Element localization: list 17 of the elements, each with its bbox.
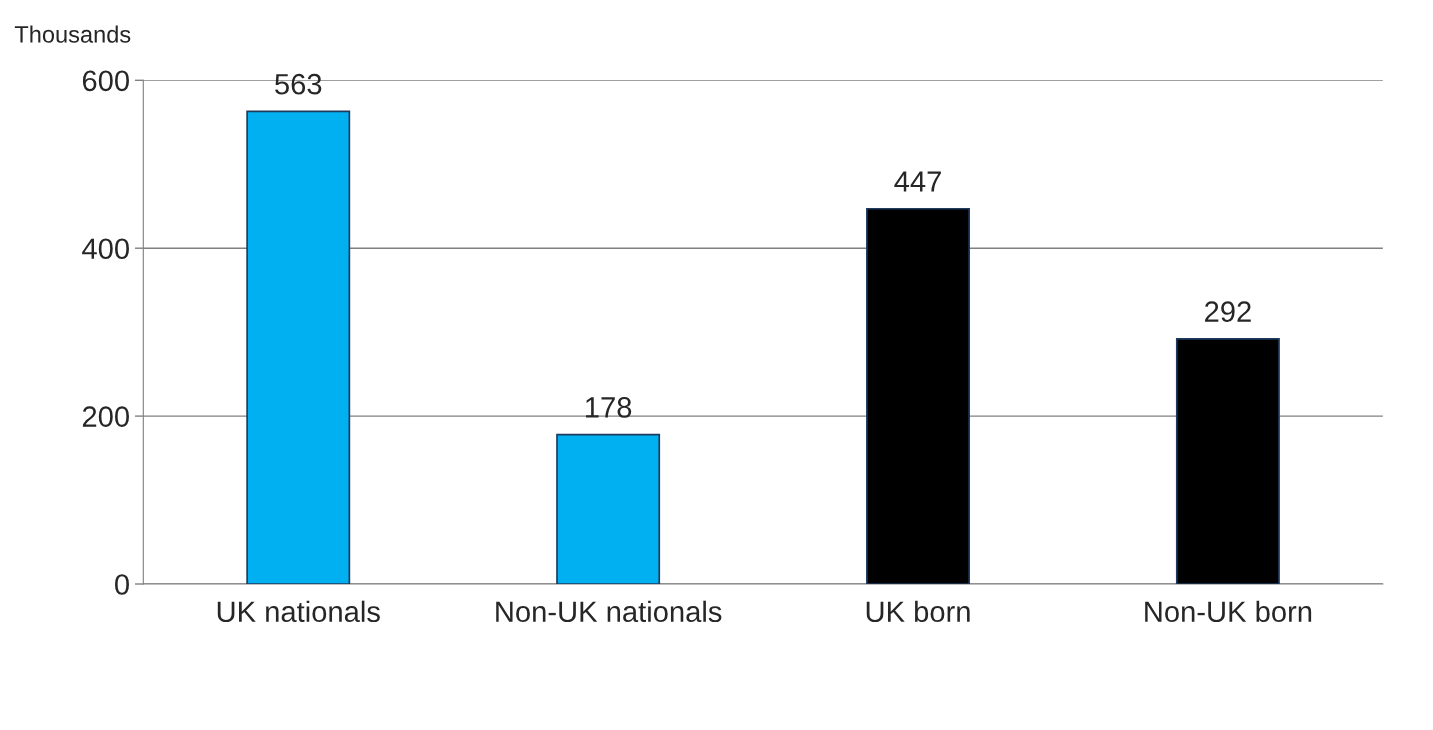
data-label: 563	[275, 73, 322, 95]
x-tick-label: Non-UK born	[1145, 600, 1312, 623]
y-tick-label: 200	[82, 406, 129, 427]
x-tick-label: UK born	[866, 600, 970, 623]
y-axis-title: Thousands	[14, 25, 131, 43]
data-label: 178	[586, 397, 632, 418]
data-label: 292	[1205, 301, 1251, 322]
data-label: 447	[894, 171, 941, 192]
x-tick-label: UK nationals	[217, 600, 380, 623]
bar	[246, 110, 351, 584]
y-tick-label: 0	[115, 574, 129, 595]
x-tick-label: Non-UK nationals	[496, 600, 722, 623]
bar	[556, 433, 661, 584]
y-tick-label: 600	[82, 70, 129, 92]
bar	[866, 207, 970, 584]
bar	[1175, 338, 1280, 584]
y-tick-label: 400	[82, 238, 129, 260]
